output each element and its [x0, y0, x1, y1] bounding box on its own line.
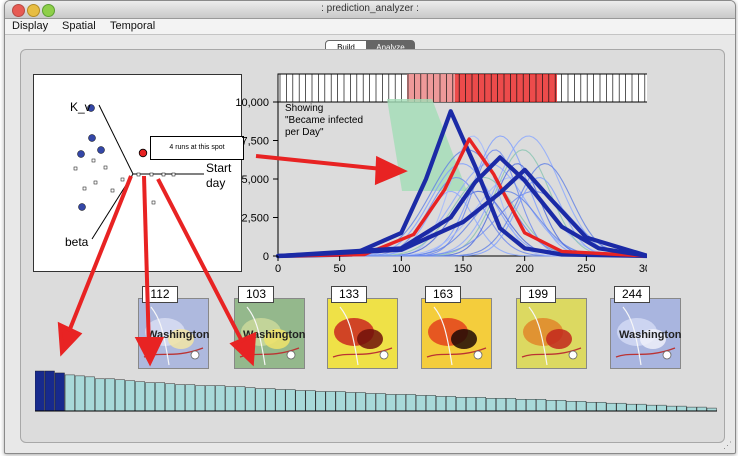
- y-tick-label: 5,000: [241, 174, 269, 186]
- x-tick-label: 150: [454, 263, 472, 275]
- histogram-svg: [34, 370, 717, 412]
- series-line-4: [275, 167, 651, 259]
- thumbnail-day-label: 163: [425, 286, 461, 303]
- timeline-marker-strip: [277, 73, 649, 103]
- minimize-window-icon[interactable]: [27, 4, 40, 17]
- annotation-arrows: [57, 154, 408, 367]
- runs-tooltip: 4 runs at this spot: [150, 136, 244, 160]
- x-tick-label: 200: [515, 263, 533, 275]
- thumbnail-day-label: 244: [614, 286, 650, 303]
- parameter-space-plot[interactable]: K_v Start day beta: [33, 74, 242, 272]
- line-chart-area: 050100150200250300 02,5005,0007,50010,00…: [235, 97, 657, 275]
- map-svg: [328, 299, 397, 368]
- close-window-icon[interactable]: [12, 4, 25, 17]
- thumbnail-day-label: 112: [142, 286, 178, 303]
- series-line-3: [275, 155, 651, 259]
- map-svg: [611, 299, 680, 368]
- x-tick-label: 100: [392, 263, 410, 275]
- thumbnail-day-label: 133: [331, 286, 367, 303]
- ranked-run-histogram[interactable]: [34, 369, 717, 414]
- menu-temporal[interactable]: Temporal: [110, 20, 156, 32]
- x-tick-label: 250: [577, 263, 595, 275]
- map-thumbnail-133[interactable]: [327, 298, 398, 369]
- axis-label-k-v: K_v: [70, 100, 91, 114]
- menu-display[interactable]: Display: [12, 20, 49, 32]
- zoom-window-icon[interactable]: [42, 4, 55, 17]
- map-thumbnail-103[interactable]: Washington: [234, 298, 306, 369]
- infection-curve-chart[interactable]: 050100150200250300 02,5005,0007,50010,00…: [227, 71, 657, 281]
- map-thumbnail-199[interactable]: [516, 298, 587, 369]
- showing-label: Showing "Became infected per Day": [285, 103, 363, 138]
- x-tick-label: 0: [275, 263, 281, 275]
- axis-label-beta: beta: [65, 235, 89, 249]
- app-window: : prediction_analyzer : Display Spatial …: [4, 0, 736, 454]
- axis-label-start-day-second-line: day: [206, 176, 225, 190]
- x-tick-label: 50: [334, 263, 346, 275]
- menu-bar: Display Spatial Temporal: [5, 19, 735, 35]
- y-tick-label: 7,500: [241, 136, 269, 148]
- resize-grip-icon[interactable]: ⋰: [723, 440, 732, 450]
- thumbnail-day-label: 199: [520, 286, 556, 303]
- parameter-space-svg: K_v Start day beta: [65, 100, 232, 249]
- axis-label-start-day: Start: [206, 161, 232, 175]
- chart-svg: 050100150200250300 02,5005,0007,50010,00…: [235, 73, 657, 275]
- y-tick-label: 0: [263, 251, 269, 263]
- title-bar: : prediction_analyzer :: [5, 1, 735, 19]
- series-line-1: [275, 109, 651, 259]
- map-svg: [422, 299, 491, 368]
- map-city-label: Washington: [243, 329, 306, 341]
- menu-spatial[interactable]: Spatial: [62, 20, 96, 32]
- y-tick-label: 10,000: [235, 97, 269, 109]
- thumbnail-day-label: 103: [238, 286, 274, 303]
- map-svg: [517, 299, 586, 368]
- y-tick-label: 2,500: [241, 213, 269, 225]
- window-title: : prediction_analyzer :: [321, 3, 419, 14]
- map-city-label: Washington: [619, 329, 682, 341]
